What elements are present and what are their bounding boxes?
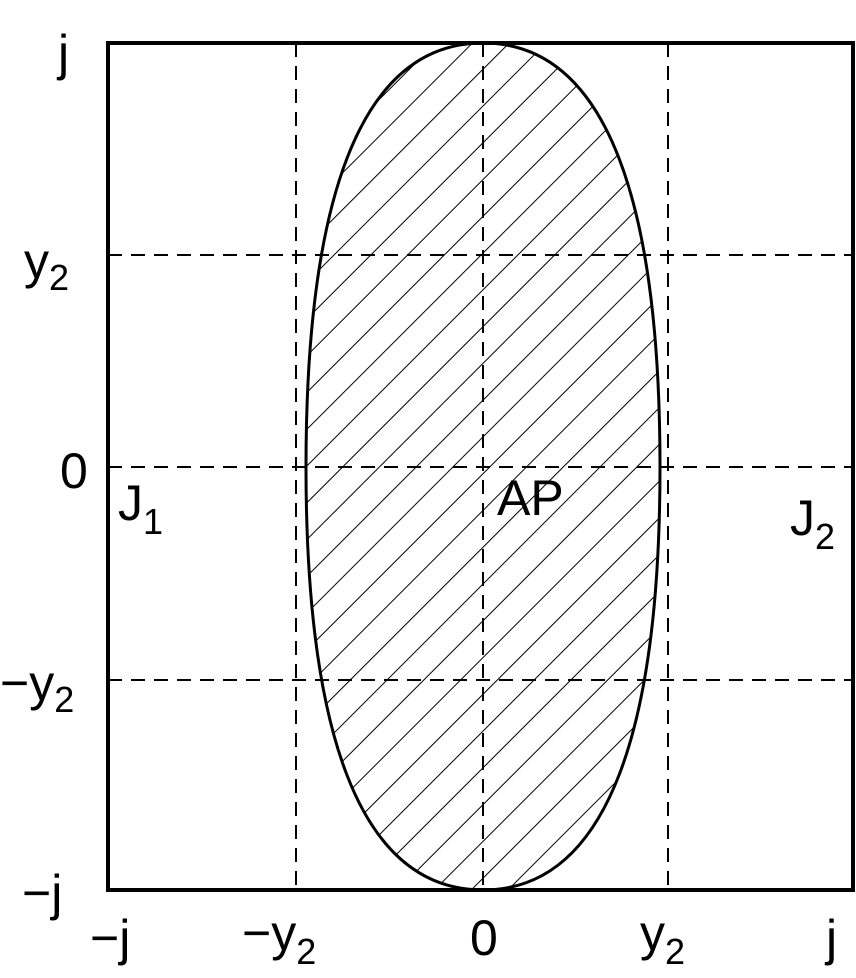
label-text: j bbox=[56, 25, 69, 81]
x-label: −j bbox=[90, 910, 130, 966]
y-label: j bbox=[56, 25, 69, 81]
label-text: 0 bbox=[470, 910, 498, 966]
label-text: −y bbox=[0, 655, 54, 711]
x-label: 0 bbox=[470, 910, 498, 966]
region-label: J1 bbox=[118, 475, 163, 542]
label-text: 2 bbox=[49, 257, 69, 298]
label-text: y bbox=[640, 905, 665, 961]
y-label: −j bbox=[22, 865, 62, 921]
label-text: 2 bbox=[54, 679, 74, 720]
y-label: 0 bbox=[60, 443, 88, 499]
label-text: 2 bbox=[665, 931, 685, 972]
x-label: j bbox=[824, 910, 837, 966]
x-label: y2 bbox=[640, 905, 685, 972]
label-text: J bbox=[790, 490, 815, 546]
label-text: j bbox=[824, 910, 837, 966]
dashed-lines bbox=[108, 43, 853, 890]
label-text: 1 bbox=[143, 501, 163, 542]
label-text: AP bbox=[497, 470, 564, 526]
label-text: −j bbox=[90, 910, 130, 966]
label-text: −y bbox=[242, 905, 296, 961]
label-text: −j bbox=[22, 865, 62, 921]
y-label: −y2 bbox=[0, 655, 74, 720]
region-label: AP bbox=[497, 470, 564, 526]
frame bbox=[106, 41, 855, 892]
x-label: −y2 bbox=[242, 905, 316, 972]
label-text: J bbox=[118, 475, 143, 531]
region-label: J2 bbox=[790, 490, 835, 557]
label-text: 2 bbox=[296, 931, 316, 972]
label-text: y bbox=[24, 233, 49, 289]
label-text: 2 bbox=[815, 516, 835, 557]
label-text: 0 bbox=[60, 443, 88, 499]
y-label: y2 bbox=[24, 233, 69, 298]
